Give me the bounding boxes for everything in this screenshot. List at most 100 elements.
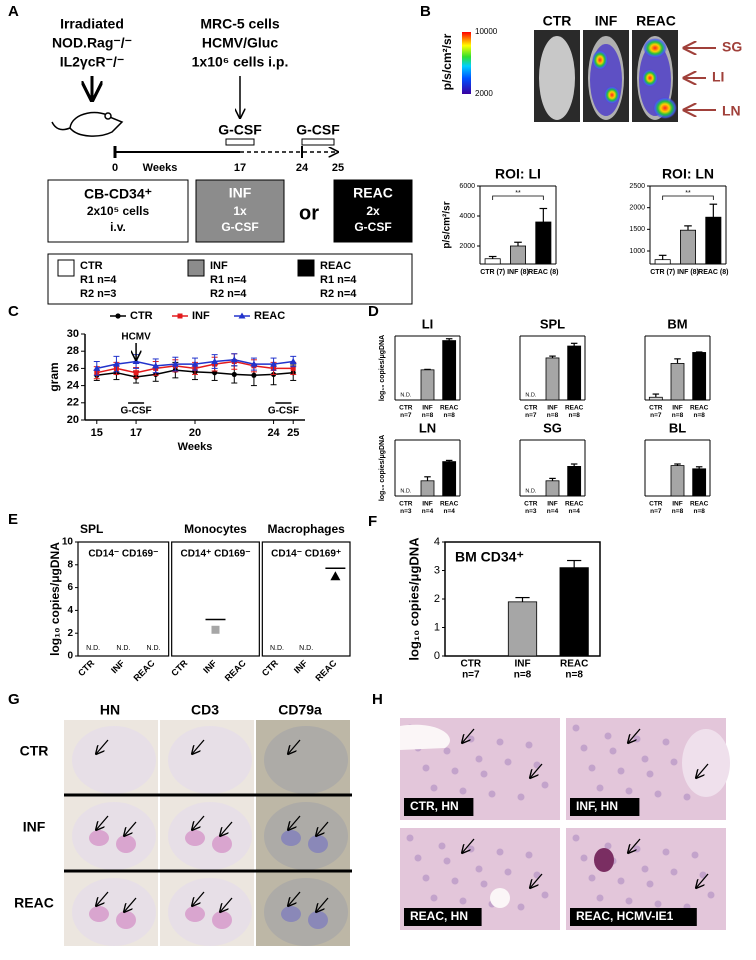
x-tick-label: REAC [690, 405, 709, 412]
n-label: n=8 [693, 508, 705, 515]
annotation: ** [515, 190, 521, 197]
n-label: n=8 [547, 412, 559, 419]
caption: INF, HN [576, 799, 618, 813]
x-tick-label: 25 [287, 427, 299, 439]
n-label: n=8 [568, 412, 580, 419]
nucleus [541, 891, 549, 899]
panel-label: H [372, 691, 383, 708]
legend-label: CTR [130, 310, 153, 322]
nucleus [641, 755, 649, 763]
inf-box [195, 179, 285, 243]
bar [559, 567, 589, 657]
bar [420, 369, 435, 401]
legend-label: R1 n=4 [80, 274, 117, 286]
row-label: REAC [14, 895, 54, 911]
colorbar-max: 10000 [475, 27, 498, 36]
x-tick-label: INF [672, 405, 683, 412]
nucleus [604, 732, 612, 740]
x-tick-label: CTR [399, 501, 413, 508]
nucleus [422, 874, 430, 882]
stain [89, 906, 109, 922]
tissue [264, 802, 348, 870]
chart-title: LI [422, 316, 434, 331]
y-tick-label: 1 [434, 621, 440, 633]
marker [112, 360, 120, 367]
chart-title: BL [669, 420, 686, 435]
nucleus [475, 865, 483, 873]
bar [420, 480, 435, 497]
box-text: 1x [233, 204, 247, 218]
x-tick-label: INF [109, 658, 127, 676]
panel-label: B [420, 3, 431, 20]
significance-bracket [492, 195, 544, 200]
timeline-label: Weeks [143, 162, 178, 174]
nucleus [707, 891, 715, 899]
bar [442, 461, 457, 497]
stain [185, 830, 205, 846]
legend-swatch [57, 259, 75, 277]
box-text: G-CSF [354, 220, 391, 234]
bar [692, 352, 707, 401]
value-label: N.D. [86, 645, 100, 652]
nucleus [451, 767, 459, 775]
x-tick-label: INF (8) [507, 269, 529, 276]
value-label: N.D. [270, 645, 284, 652]
arrow [316, 897, 329, 912]
signal [653, 97, 677, 119]
y-axis-label: p/s/cm²/sr [442, 201, 453, 248]
arrow [696, 873, 709, 888]
timeline-tick-label: 17 [234, 162, 246, 174]
organ-label: SG [722, 39, 742, 55]
arrow [628, 728, 641, 743]
nucleus [633, 845, 641, 853]
y-tick-label: 22 [67, 397, 79, 409]
stain [185, 906, 205, 922]
column-label: CD3 [191, 702, 219, 718]
nucleus [596, 894, 604, 902]
bar [545, 480, 560, 497]
caption-box [570, 908, 697, 926]
box-text: INF [229, 185, 252, 201]
n-label: n=3 [400, 508, 412, 515]
x-tick-label: CTR [524, 501, 538, 508]
x-tick-label: CTR [649, 501, 663, 508]
panel-label: G [8, 691, 20, 708]
panel-title: SPL [80, 522, 103, 536]
arrow [220, 897, 233, 912]
y-tick-label: 2 [434, 593, 440, 605]
caption: REAC, HCMV-IE1 [576, 909, 674, 923]
value-label: N.D. [525, 392, 536, 398]
marker [211, 358, 219, 365]
chart-title: BM CD34⁺ [455, 549, 524, 565]
nucleus [525, 851, 533, 859]
marker [230, 356, 238, 363]
nucleus [517, 903, 525, 911]
annotation: G-CSF [268, 406, 299, 417]
nucleus [662, 738, 670, 746]
x-tick-label: CTR [524, 405, 538, 412]
nucleus [475, 755, 483, 763]
bar [705, 216, 722, 265]
panel-b: p/s/cm²/sr 10000 2000 CTR INF REAC SG LI… [440, 13, 742, 122]
nucleus [580, 854, 588, 862]
tissue [682, 729, 730, 797]
box-text: 2x [366, 204, 380, 218]
x-tick-label: CTR [260, 658, 281, 679]
panel-label: D [368, 303, 379, 320]
x-tick-label: REAC [132, 658, 157, 683]
panel-label: A [8, 3, 19, 20]
x-tick-label: 20 [189, 427, 201, 439]
y-tick-label: 0 [67, 651, 73, 662]
nucleus [670, 758, 678, 766]
box-text: CB-CD34⁺ [84, 186, 152, 202]
x-tick-label: INF [547, 501, 558, 508]
legend-label: CTR [80, 260, 103, 272]
caption-box [570, 798, 640, 816]
x-tick-label: INF [422, 405, 433, 412]
y-axis-label: log₁₀ copies/μgDNA [379, 435, 386, 501]
nucleus [459, 897, 467, 905]
legend-swatch [187, 259, 205, 277]
n-label: n=8 [422, 412, 434, 419]
infection-text: 1x10⁶ cells i.p. [192, 54, 289, 70]
bar [680, 229, 697, 265]
